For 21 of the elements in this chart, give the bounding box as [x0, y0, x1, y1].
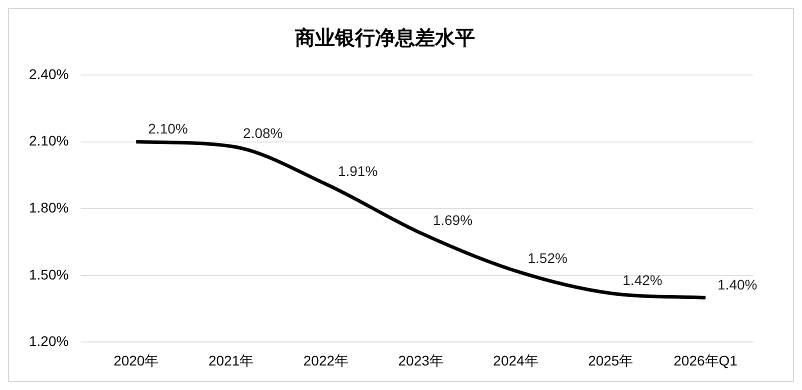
- data-label: 2.10%: [148, 120, 188, 137]
- x-tick-label: 2020年: [114, 352, 159, 368]
- data-label: 1.91%: [338, 162, 378, 179]
- x-tick-label: 2021年: [208, 352, 254, 368]
- chart-title: 商业银行净息差水平: [294, 26, 475, 50]
- data-label: 1.69%: [432, 212, 473, 228]
- y-tick-label: 1.20%: [28, 333, 69, 350]
- y-tick-label: 1.80%: [28, 199, 69, 216]
- y-tick-label: 1.50%: [28, 266, 69, 282]
- x-tick-label: 2024年: [493, 352, 538, 368]
- data-label: 2.08%: [243, 125, 283, 142]
- x-tick-label: 2026年Q1: [674, 352, 738, 368]
- data-label: 1.52%: [528, 250, 568, 266]
- y-tick-label: 2.10%: [28, 132, 69, 149]
- x-tick-label: 2025年: [588, 352, 634, 368]
- data-label: 1.40%: [718, 276, 758, 293]
- line-series: [134, 140, 708, 300]
- x-tick-label: 2022年: [303, 352, 349, 368]
- y-tick-label: 2.40%: [28, 66, 69, 82]
- x-tick-label: 2023年: [398, 352, 444, 368]
- data-label: 1.42%: [622, 272, 662, 288]
